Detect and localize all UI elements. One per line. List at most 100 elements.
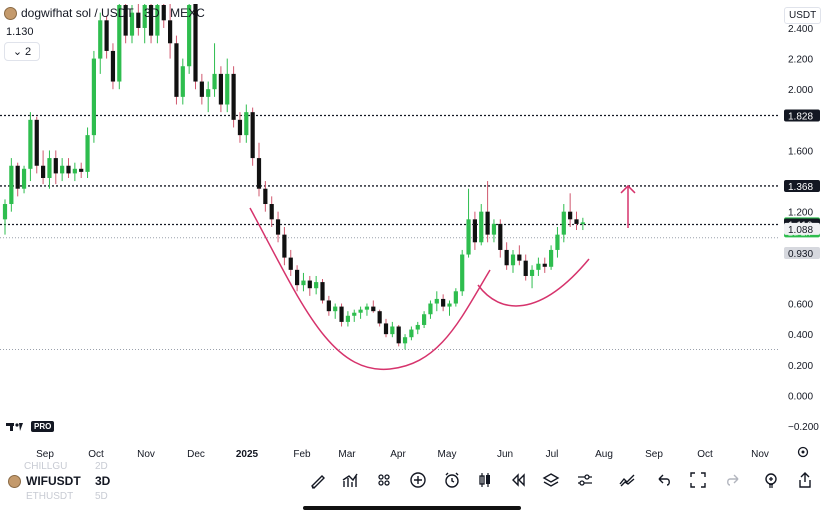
alarm-icon[interactable] — [442, 470, 462, 490]
candle — [542, 257, 547, 273]
candle — [466, 188, 471, 258]
candle-body — [269, 204, 274, 220]
time-axis-label: Dec — [187, 449, 205, 460]
candle — [314, 275, 319, 295]
candle — [180, 58, 185, 105]
timeframe-selector[interactable]: 3D — [95, 474, 111, 488]
candle — [529, 265, 535, 289]
candle-body — [142, 5, 147, 28]
candle — [504, 242, 509, 270]
add-icon[interactable] — [408, 470, 428, 490]
redo-icon[interactable] — [723, 470, 743, 490]
chevron-down-icon: ⌄ — [12, 46, 23, 58]
candle-body — [517, 254, 522, 261]
candle — [15, 162, 20, 197]
indicators-toggle-button[interactable]: ⌄ 2 — [4, 42, 40, 61]
wif-coin-icon — [8, 474, 21, 488]
candle — [244, 104, 249, 143]
candle-body — [510, 254, 516, 266]
candle-body — [523, 260, 528, 276]
layers-icon[interactable] — [541, 470, 561, 490]
ghost-timeframe-above: 2D — [95, 461, 108, 472]
candle — [123, 4, 128, 44]
candle-body — [333, 306, 338, 312]
candle-body — [187, 5, 192, 67]
candle-body — [345, 315, 350, 322]
candle — [28, 112, 33, 182]
symbol-selector[interactable]: WIFUSDT — [8, 474, 81, 488]
candle — [288, 249, 293, 276]
candle — [409, 326, 414, 341]
candle-body — [371, 306, 376, 312]
candle-body — [237, 119, 243, 136]
candle — [447, 300, 452, 316]
fullscreen-icon[interactable] — [688, 470, 708, 490]
candle — [320, 279, 325, 304]
candle-body — [326, 300, 331, 312]
candle — [187, 4, 192, 74]
candle — [174, 35, 179, 105]
candle — [110, 43, 116, 90]
chart-settings-icon — [797, 446, 809, 458]
pen-tool-icon[interactable] — [308, 470, 328, 490]
candle — [148, 4, 154, 44]
candle-body — [60, 165, 65, 174]
trend-icon[interactable] — [617, 470, 637, 490]
candle-body — [561, 211, 566, 235]
time-axis-label: Feb — [293, 449, 311, 460]
candle — [498, 219, 503, 258]
time-axis-label: Oct — [697, 449, 713, 460]
candle-body — [15, 165, 20, 189]
candle — [34, 116, 39, 174]
candle — [231, 66, 236, 128]
time-axis-label: Sep — [645, 449, 663, 460]
settings-sliders-icon[interactable] — [575, 470, 595, 490]
candle — [47, 150, 52, 189]
price-tick-label: 2.200 — [788, 55, 813, 66]
currency-button[interactable]: USDT — [784, 7, 822, 24]
candle-body — [117, 5, 122, 82]
candle-body — [282, 234, 287, 258]
candle-body — [428, 303, 433, 315]
candle-body — [479, 211, 484, 243]
cup-curve — [249, 207, 491, 370]
candle-body — [460, 254, 465, 292]
ideas-icon[interactable] — [761, 470, 781, 490]
candle-body — [568, 211, 573, 220]
candle-body — [377, 311, 382, 324]
candle-body — [206, 89, 211, 97]
candle — [161, 4, 166, 28]
candle-body — [98, 20, 103, 59]
time-axis-label: Nov — [137, 449, 155, 460]
chart-style-icon[interactable] — [340, 470, 360, 490]
candle — [523, 254, 528, 281]
candle-body — [168, 20, 173, 44]
ghost-symbol-below: ETHUSDT — [26, 491, 74, 502]
price-tick-label: 0.000 — [788, 391, 813, 402]
price-badge-label: 0.930 — [788, 249, 813, 260]
candle-body — [320, 282, 325, 301]
candle-body — [256, 158, 262, 189]
price-badge — [784, 109, 820, 122]
candle — [104, 15, 109, 59]
candle — [510, 249, 516, 273]
undo-icon[interactable] — [654, 470, 674, 490]
tradingview-logo[interactable]: PRO — [6, 421, 55, 432]
candle — [79, 162, 84, 178]
share-icon[interactable] — [795, 470, 815, 490]
candle-body — [180, 66, 185, 97]
candle-body — [9, 165, 14, 205]
candle-body — [422, 314, 427, 325]
candle — [199, 73, 204, 105]
ghost-symbol-above: CHILLGU — [24, 461, 68, 472]
chart-settings-icon-center — [801, 450, 805, 454]
candle-icon[interactable] — [475, 470, 495, 490]
price-tick-label: 0.200 — [788, 361, 813, 372]
replay-icon[interactable] — [508, 470, 528, 490]
candle-body — [364, 306, 370, 310]
candle — [453, 288, 458, 307]
grid-layout-icon[interactable] — [374, 470, 394, 490]
candle — [415, 321, 420, 335]
symbol-header[interactable]: dogwifhat sol / USDT · 3D · MEXC — [4, 6, 205, 20]
